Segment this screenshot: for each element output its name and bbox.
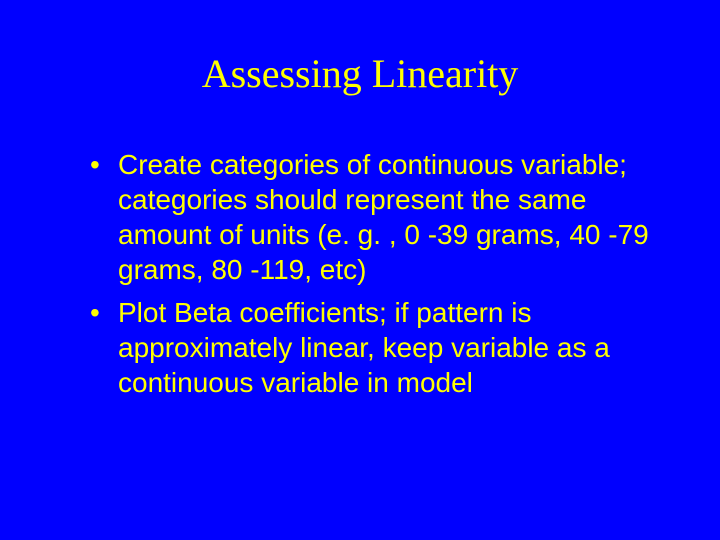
slide-container: Assessing Linearity Create categories of… xyxy=(0,0,720,540)
bullet-item: Create categories of continuous variable… xyxy=(90,147,660,287)
slide-title: Assessing Linearity xyxy=(60,50,660,97)
bullet-list: Create categories of continuous variable… xyxy=(60,147,660,400)
bullet-item: Plot Beta coefficients; if pattern is ap… xyxy=(90,295,660,400)
